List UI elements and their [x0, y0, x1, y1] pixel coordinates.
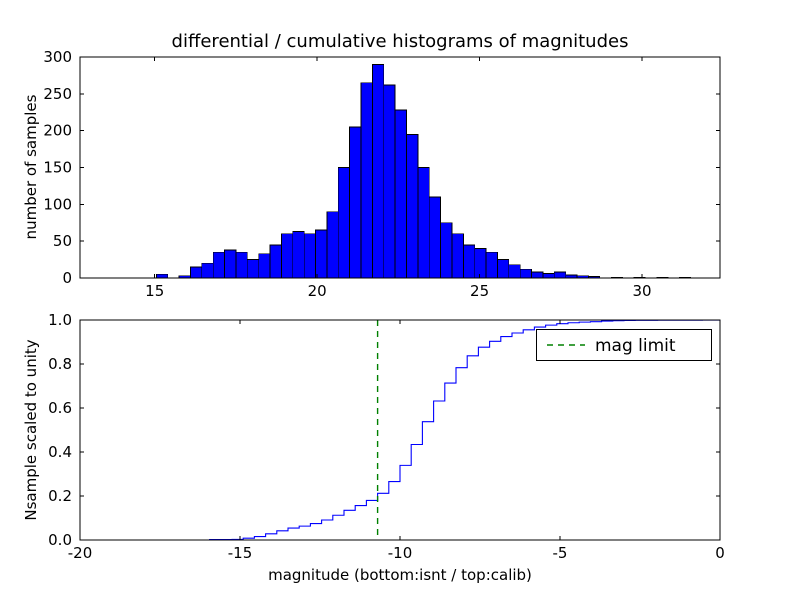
histogram-bar [337, 167, 351, 279]
histogram-bar [269, 244, 282, 279]
x-tick-label: -20 [68, 544, 93, 562]
histogram-bar [417, 167, 430, 279]
y-tick-label: 200 [43, 122, 72, 140]
histogram-bar [258, 253, 271, 279]
x-tick-label: 25 [470, 282, 489, 300]
histogram-bar [406, 133, 419, 279]
histogram-bar [485, 251, 498, 279]
histogram-bar [281, 233, 294, 279]
histogram-bar [246, 259, 260, 279]
x-tick-label: 15 [145, 282, 164, 300]
top-bars [155, 63, 692, 279]
legend-label: mag limit [595, 336, 676, 356]
x-tick-label: 30 [632, 282, 651, 300]
y-tick-label: 0.0 [48, 531, 72, 549]
y-tick-label: 0.4 [48, 443, 72, 461]
cumulative-curve [198, 319, 721, 541]
y-tick-label: 300 [43, 48, 72, 66]
y-tick-label: 0 [62, 269, 72, 287]
histogram-bar [474, 248, 487, 279]
x-tick-label: 0 [715, 544, 725, 562]
histogram-bar [428, 196, 442, 279]
x-tick-label: -15 [228, 544, 253, 562]
histogram-bar [531, 271, 544, 279]
histogram-bar [235, 251, 248, 279]
y-tick-label: 100 [43, 195, 72, 213]
histogram-bar [497, 259, 510, 279]
y-tick-label: 0.8 [48, 355, 72, 373]
y-tick-label: 50 [53, 232, 72, 250]
histogram-bar [519, 268, 532, 279]
x-tick-label: -5 [553, 544, 568, 562]
chart-title: differential / cumulative histograms of … [172, 31, 629, 52]
bottom-xlabel: magnitude (bottom:isnt / top:calib) [268, 566, 532, 584]
histogram-bar [394, 109, 407, 279]
y-tick-label: 1.0 [48, 311, 72, 329]
legend: mag limit [536, 329, 712, 361]
histogram-bar [553, 271, 567, 279]
bottom-axes: -20 -15 -10 -5 0 0.0 0.2 0.4 0.6 0.8 1.0 [48, 311, 725, 562]
histogram-bar [315, 229, 328, 279]
histogram-bar [440, 222, 453, 279]
histogram-bar [371, 63, 385, 279]
histogram-bar [326, 211, 339, 279]
y-tick-label: 250 [43, 85, 72, 103]
histogram-bar [155, 273, 169, 279]
histogram-bar [462, 244, 476, 279]
histogram-bar [292, 231, 305, 279]
x-tick-label: 20 [308, 282, 327, 300]
x-tick-label: -10 [388, 544, 413, 562]
histogram-bar [542, 273, 555, 279]
histogram-bar [212, 251, 225, 279]
y-tick-label: 150 [43, 159, 72, 177]
histogram-bar [201, 262, 214, 279]
histogram-bar [383, 84, 396, 279]
histogram-bar [190, 266, 203, 279]
histogram-bar [224, 249, 237, 279]
y-tick-label: 0.2 [48, 487, 72, 505]
histogram-bar [349, 126, 362, 279]
histogram-bar [508, 264, 521, 279]
histogram-bar [451, 233, 464, 279]
bottom-cumulative-plot: -20 -15 -10 -5 0 0.0 0.2 0.4 0.6 0.8 1.0 mag limit… [22, 311, 725, 584]
histogram-bar [303, 233, 316, 279]
legend-box [536, 329, 712, 361]
y-tick-label: 0.6 [48, 399, 72, 417]
top-ylabel: number of samples [22, 94, 40, 239]
histogram-bar [360, 82, 373, 279]
bottom-ylabel: Nsample scaled to unity [22, 339, 40, 520]
